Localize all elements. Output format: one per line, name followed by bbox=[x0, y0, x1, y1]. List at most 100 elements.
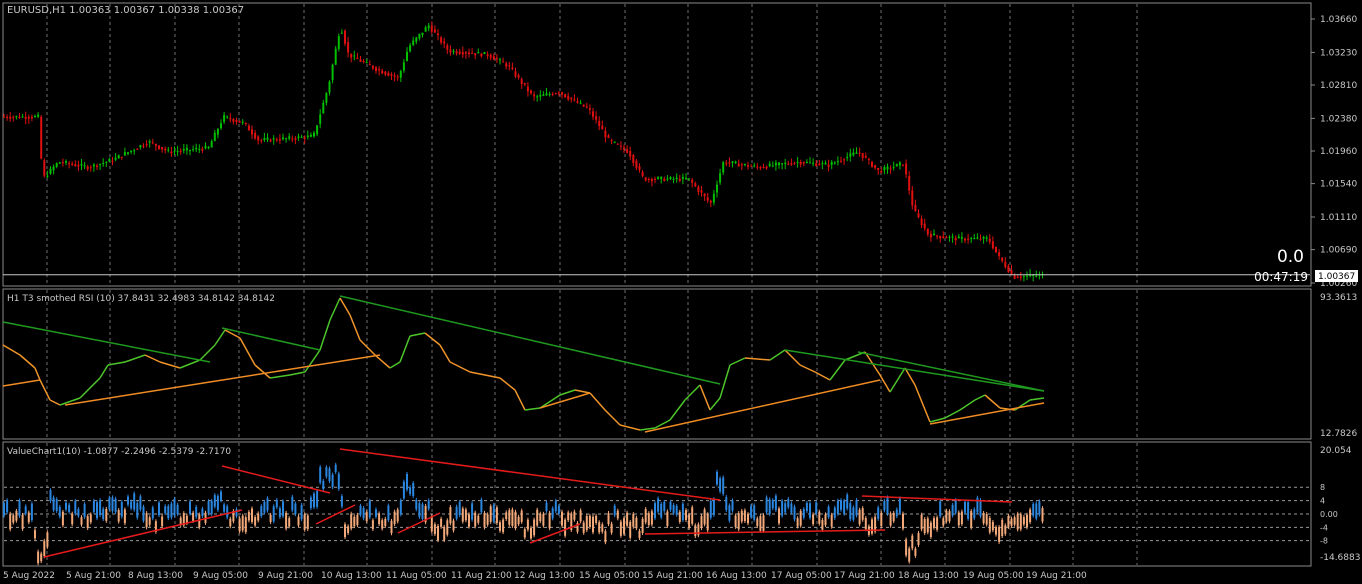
candle-body bbox=[226, 116, 229, 118]
price-label: 1.02810 bbox=[1320, 81, 1357, 91]
candle-body bbox=[604, 130, 607, 138]
vc-bar bbox=[350, 513, 353, 529]
candle-body bbox=[161, 147, 164, 150]
rsi-segment bbox=[769, 349, 786, 361]
vc-bar bbox=[251, 508, 253, 522]
candle-body bbox=[979, 238, 982, 240]
candle-body bbox=[700, 190, 703, 193]
candle-body bbox=[154, 143, 157, 147]
candle-body bbox=[102, 162, 105, 164]
vc-bar bbox=[669, 501, 672, 510]
rsi-segment bbox=[409, 332, 426, 337]
candle-body bbox=[601, 125, 604, 130]
candle-body bbox=[657, 177, 660, 179]
vc-bar bbox=[402, 481, 405, 499]
candle-body bbox=[158, 145, 160, 149]
candle-body bbox=[114, 157, 117, 160]
candle-body bbox=[911, 190, 914, 206]
candle-body bbox=[781, 163, 784, 165]
vc-bar bbox=[192, 512, 195, 521]
vc-bar bbox=[1038, 501, 1041, 515]
vc-bar bbox=[303, 514, 306, 530]
rsi-segment bbox=[289, 371, 306, 376]
candle-body bbox=[1013, 274, 1016, 279]
vc-bar bbox=[1019, 514, 1022, 530]
candle-body bbox=[852, 152, 855, 156]
main-price-panel[interactable]: EURUSD,H1 1.00363 1.00367 1.00338 1.0036… bbox=[3, 5, 1358, 289]
valuechart-panel[interactable]: ValueChart1(10) -1.0877 -2.2496 -2.5379 … bbox=[3, 446, 1360, 566]
vc-bar bbox=[530, 527, 532, 539]
candle-body bbox=[579, 102, 582, 104]
vc-bar bbox=[275, 499, 278, 508]
vc-bar bbox=[1013, 517, 1016, 525]
vc-bar bbox=[396, 509, 399, 522]
vc-bar bbox=[573, 511, 576, 520]
vc-bar bbox=[46, 532, 49, 547]
vc-bar bbox=[102, 508, 105, 520]
vc-bar bbox=[964, 501, 966, 513]
candle-body bbox=[948, 236, 951, 238]
vc-bar bbox=[52, 497, 55, 511]
vc-bar bbox=[654, 503, 656, 519]
candle-body bbox=[914, 204, 917, 212]
candle-body bbox=[365, 62, 368, 64]
vc-trendline bbox=[529, 523, 581, 544]
vc-bar bbox=[926, 518, 929, 533]
candle-body bbox=[433, 29, 436, 33]
rsi-trendline-orange bbox=[644, 379, 881, 433]
price-axis: 1.03660 1.03230 1.02810 1.02380 1.01960 1.015… bbox=[1311, 15, 1357, 289]
rsi-segment bbox=[199, 344, 216, 361]
vc-bar bbox=[334, 464, 337, 473]
vc-bar bbox=[728, 505, 731, 521]
vc-bar bbox=[427, 500, 430, 509]
vc-bar bbox=[309, 497, 312, 508]
candle-body bbox=[238, 120, 241, 123]
candle-body bbox=[923, 223, 926, 229]
candle-body bbox=[86, 166, 89, 170]
candle-body bbox=[6, 116, 9, 119]
candle-body bbox=[517, 75, 520, 78]
vc-bar bbox=[378, 513, 381, 525]
candle-body bbox=[105, 161, 108, 163]
candle-body bbox=[902, 164, 904, 166]
t3-rsi-panel[interactable]: H1 T3 smothed RSI (10) 37.8431 32.4983 3… bbox=[2, 293, 1357, 439]
candle-body bbox=[123, 152, 126, 156]
candle-body bbox=[235, 119, 238, 123]
vc-bar bbox=[24, 506, 27, 514]
vc-bar bbox=[464, 509, 467, 521]
vc-bar bbox=[40, 553, 43, 562]
candle-body bbox=[827, 164, 830, 167]
grid-lines bbox=[46, 4, 1138, 565]
candle-body bbox=[762, 167, 765, 169]
candle-body bbox=[554, 93, 557, 95]
rsi-segment bbox=[719, 364, 731, 399]
vc-bar bbox=[415, 499, 418, 510]
vc-bar bbox=[148, 517, 151, 525]
rsi-segment bbox=[144, 354, 161, 363]
candle-body bbox=[244, 122, 247, 124]
candle-body bbox=[427, 25, 430, 29]
candle-body bbox=[139, 145, 142, 148]
candle-body bbox=[278, 139, 281, 141]
candle-body bbox=[703, 193, 706, 197]
candle-body bbox=[768, 163, 771, 167]
vc-bar bbox=[666, 511, 669, 526]
candle-body bbox=[836, 161, 839, 163]
vc-bar bbox=[418, 503, 421, 517]
candle-body bbox=[796, 161, 799, 163]
candle-body bbox=[576, 101, 579, 103]
candle-body bbox=[548, 94, 551, 96]
candle-body bbox=[92, 164, 95, 167]
candle-body bbox=[871, 161, 873, 167]
vc-bar bbox=[260, 506, 263, 516]
vc-bar bbox=[111, 497, 114, 511]
vc-bar bbox=[114, 498, 117, 513]
candle-body bbox=[939, 235, 942, 239]
vc-bar bbox=[27, 512, 30, 523]
vc-bar bbox=[139, 496, 142, 510]
candle-body bbox=[824, 162, 827, 165]
vc-bar bbox=[716, 471, 718, 485]
vc-bar bbox=[176, 504, 179, 515]
vc-bar bbox=[598, 522, 601, 533]
